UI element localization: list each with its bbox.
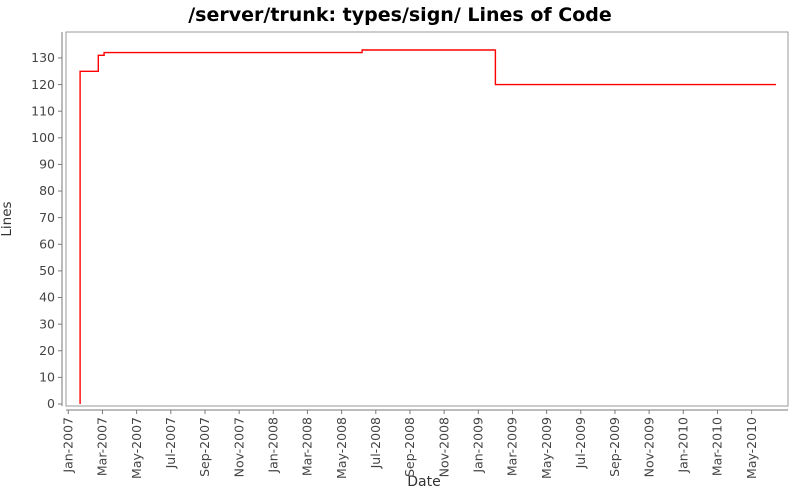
plot-border: [65, 31, 789, 407]
y-tick-label: 10: [39, 370, 55, 385]
x-tick-label: May-2009: [539, 417, 554, 479]
x-tick-label: Sep-2008: [402, 417, 417, 477]
x-tick-label: Nov-2009: [641, 417, 656, 477]
x-tick-label: Jul-2007: [163, 417, 178, 469]
x-tick-label: Jan-2008: [265, 417, 280, 474]
y-tick-label: 30: [39, 316, 55, 331]
x-tick-label: Mar-2010: [710, 417, 725, 476]
x-tick-label: May-2007: [129, 417, 144, 479]
y-tick-label: 100: [31, 130, 55, 145]
x-tick-label: Sep-2007: [197, 417, 212, 477]
x-tick-label: Mar-2009: [505, 417, 520, 476]
x-tick-label: Jan-2009: [470, 417, 485, 474]
x-tick-label: Mar-2008: [300, 417, 315, 476]
y-tick-label: 50: [39, 263, 55, 278]
y-tick-label: 60: [39, 236, 55, 251]
x-tick-label: Nov-2007: [231, 417, 246, 477]
y-tick-label: 0: [47, 396, 55, 411]
y-tick-label: 130: [31, 50, 55, 65]
y-tick-label: 80: [39, 183, 55, 198]
x-tick-label: Jul-2009: [573, 417, 588, 469]
x-tick-label: Sep-2009: [607, 417, 622, 477]
chart-title: /server/trunk: types/sign/ Lines of Code: [188, 4, 612, 26]
x-tick-label: Jul-2008: [368, 417, 383, 469]
x-tick-label: May-2010: [744, 417, 759, 479]
y-tick-label: 40: [39, 290, 55, 305]
loc-series-line: [79, 49, 776, 404]
y-tick-label: 20: [39, 343, 55, 358]
x-tick-label: Jan-2010: [675, 417, 690, 474]
x-tick-label: Jan-2007: [61, 417, 76, 474]
y-tick-label: 110: [31, 103, 55, 118]
x-tick-label: Nov-2008: [436, 417, 451, 477]
y-tick-label: 120: [31, 77, 55, 92]
x-tick-label: Mar-2007: [95, 417, 110, 476]
y-tick-label: 90: [39, 157, 55, 172]
x-axis-label: Date: [407, 474, 441, 490]
y-tick-label: 70: [39, 210, 55, 225]
x-tick-label: May-2008: [334, 417, 349, 479]
